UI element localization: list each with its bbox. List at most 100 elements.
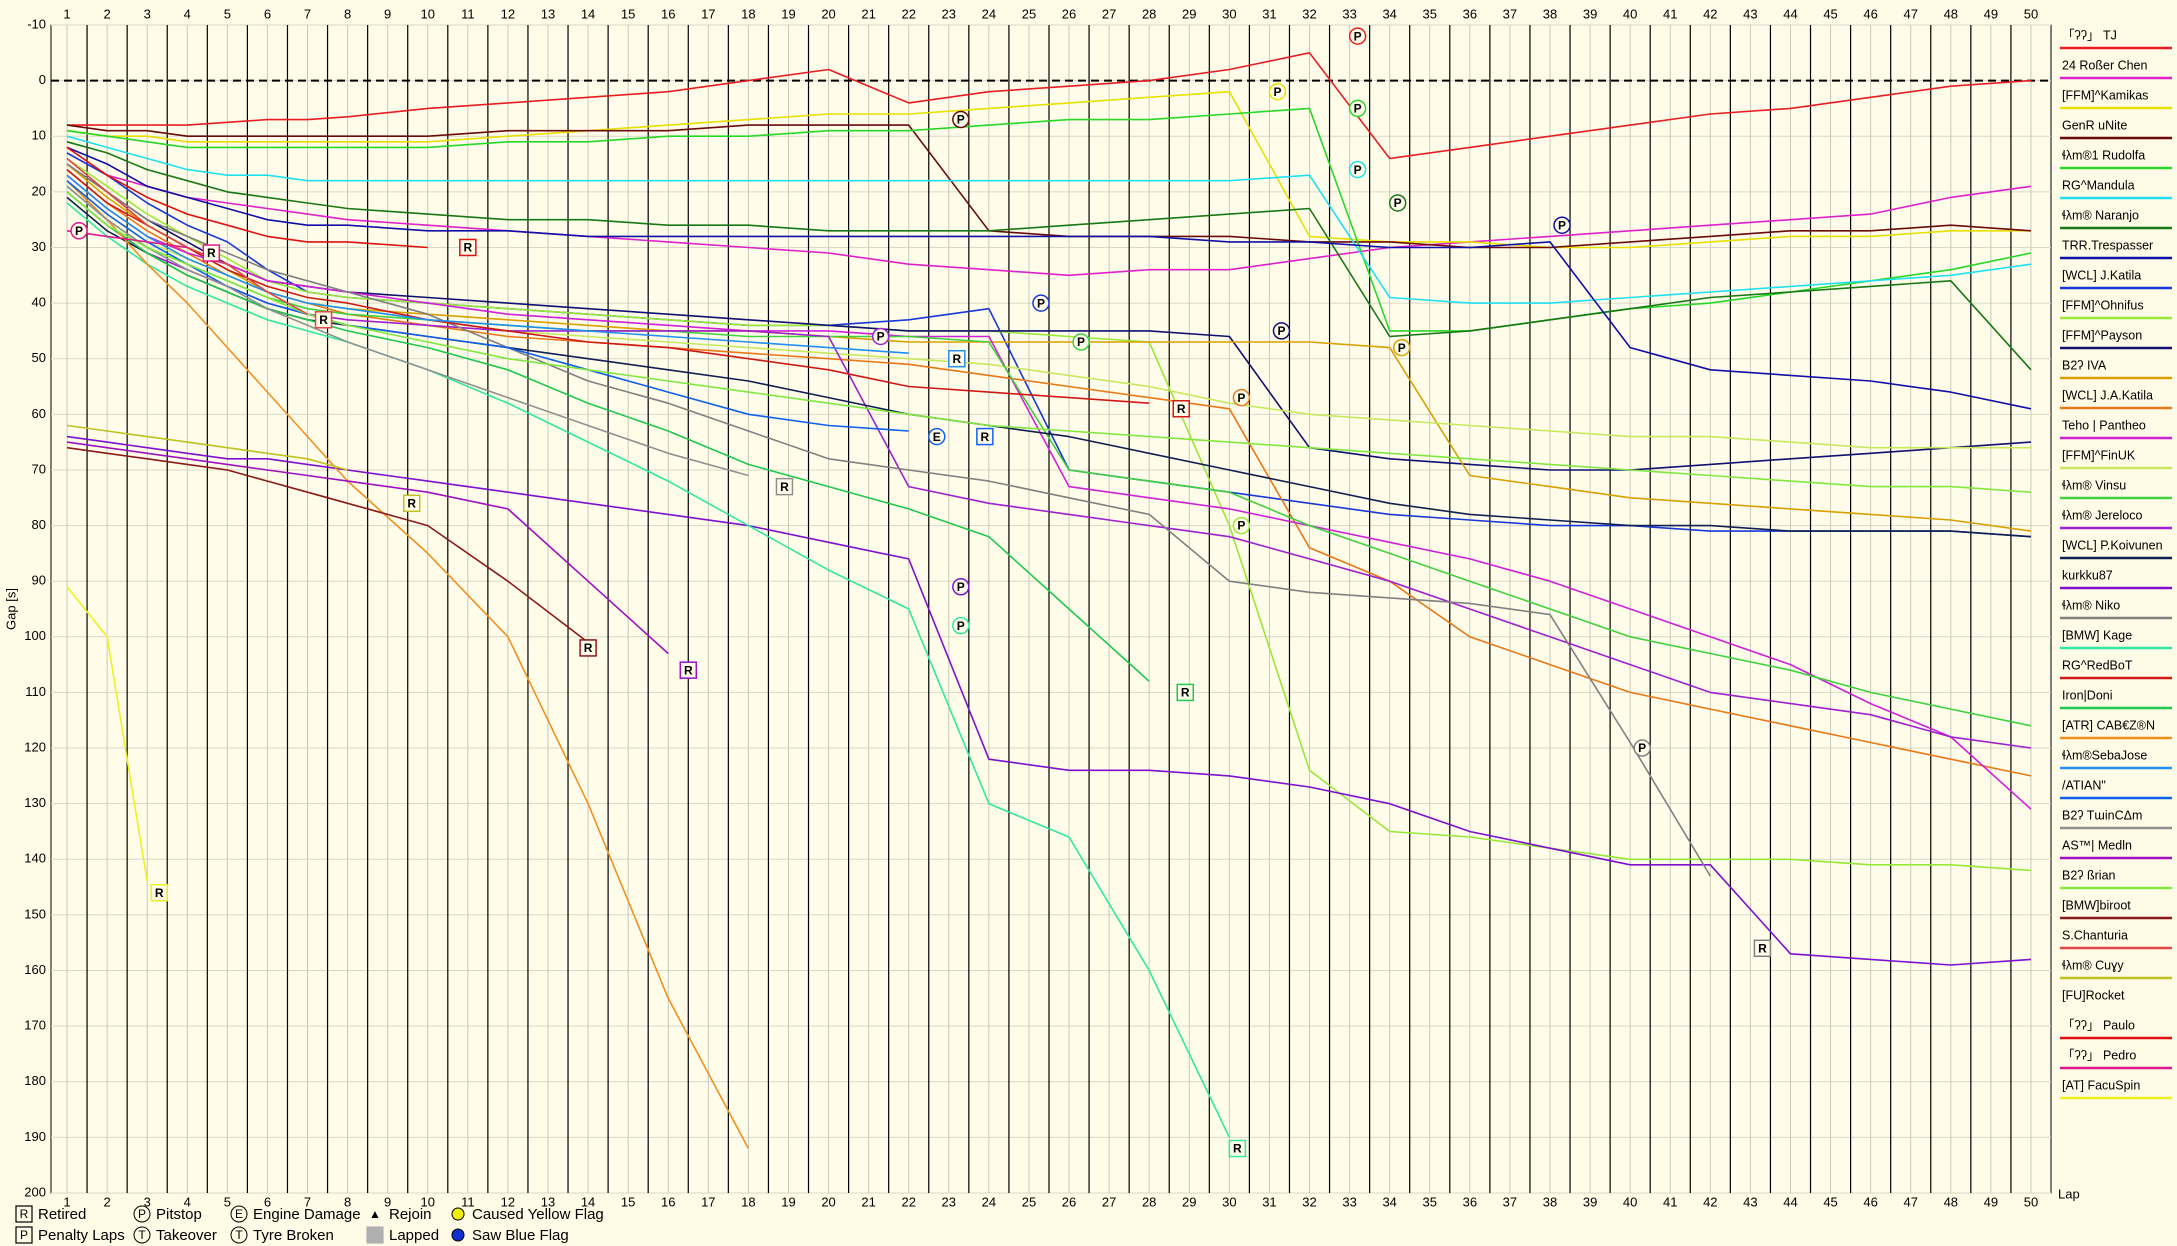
x-tick-label: 13 bbox=[541, 1194, 555, 1209]
lines bbox=[66, 52, 2032, 1149]
x-tick-label: 34 bbox=[1382, 1194, 1396, 1209]
x-tick-label: 21 bbox=[861, 1194, 875, 1209]
x-tick-label: 39 bbox=[1583, 1194, 1597, 1209]
x-tick-label: 11 bbox=[461, 1194, 475, 1209]
key-label: Rejoin bbox=[389, 1206, 432, 1223]
event-label: P bbox=[957, 113, 965, 127]
event-label: E bbox=[933, 430, 941, 444]
x-tick-label: 5 bbox=[224, 1194, 231, 1209]
x-tick-label: 27 bbox=[1102, 6, 1116, 21]
legend-label: ɬλm® Vinsu bbox=[2062, 478, 2126, 492]
x-tick-label: 22 bbox=[901, 6, 915, 21]
x-tick-label: 32 bbox=[1302, 1194, 1316, 1209]
x-tick-label: 41 bbox=[1663, 1194, 1677, 1209]
legend-label: [ATR] CAB€Z®N bbox=[2062, 718, 2155, 732]
series-line bbox=[66, 202, 1231, 1138]
event-label: P bbox=[1037, 296, 1045, 310]
event-marker: R bbox=[1176, 683, 1195, 702]
x-tick-label: 49 bbox=[1984, 6, 1998, 21]
event-box bbox=[579, 639, 597, 657]
y-tick-label: 20 bbox=[32, 183, 46, 198]
event-label: P bbox=[1237, 519, 1245, 533]
event-label: R bbox=[207, 246, 216, 260]
x-tick-label: 42 bbox=[1703, 6, 1717, 21]
event-marker: P bbox=[952, 616, 970, 635]
x-tick-label: 26 bbox=[1062, 1194, 1076, 1209]
event-marker: P bbox=[1392, 338, 1411, 357]
x-tick-label: 20 bbox=[821, 1194, 835, 1209]
x-tick-label: 23 bbox=[942, 1194, 956, 1209]
event-label: R bbox=[407, 496, 416, 510]
x-tick-label: 16 bbox=[661, 1194, 675, 1209]
event-label: P bbox=[1558, 218, 1566, 232]
event-circle bbox=[1348, 27, 1367, 45]
event-marker: P bbox=[1232, 516, 1251, 535]
x-tick-label: 22 bbox=[901, 1194, 915, 1209]
y-tick-label: 70 bbox=[32, 461, 46, 476]
legend-label: B2ʔ IVA bbox=[2062, 358, 2107, 372]
legend-label: S.Chanturia bbox=[2062, 928, 2128, 942]
event-marker: R bbox=[402, 494, 421, 513]
x-tick-label: 25 bbox=[1022, 6, 1036, 21]
series-line bbox=[66, 152, 2032, 277]
event-marker: P bbox=[1032, 294, 1050, 312]
x-tick-label: 50 bbox=[2024, 1194, 2038, 1209]
x-tick-label: 49 bbox=[1984, 1194, 1998, 1209]
legend-label: 「ʔʔ」 Paulo bbox=[2062, 1018, 2135, 1032]
series-line bbox=[66, 135, 2032, 304]
axes: -100102030405060708090100110120130140150… bbox=[24, 6, 2038, 1209]
event-circle bbox=[1232, 388, 1251, 407]
series-line bbox=[67, 52, 2032, 160]
x-tick-label: 47 bbox=[1903, 1194, 1917, 1209]
key-icon bbox=[133, 1226, 151, 1244]
event-circle bbox=[70, 222, 88, 240]
event-label: P bbox=[1398, 341, 1406, 355]
legend-label: 「ʔʔ」 Pedro bbox=[2062, 1048, 2136, 1062]
x-tick-label: 31 bbox=[1262, 6, 1276, 21]
legend-label: 「ʔʔ」 TJ bbox=[2062, 28, 2117, 42]
series-line bbox=[66, 124, 2032, 249]
event-label: P bbox=[957, 619, 965, 633]
key-icon-label: P bbox=[20, 1228, 28, 1242]
x-tick-label: 45 bbox=[1823, 6, 1837, 21]
event-marker: P bbox=[952, 578, 970, 596]
event-label: P bbox=[1077, 335, 1085, 349]
legend-label: AS™| Medln bbox=[2062, 838, 2132, 852]
y-tick-label: 90 bbox=[32, 573, 46, 588]
x-tick-label: 37 bbox=[1503, 1194, 1517, 1209]
x-tick-label: 11 bbox=[461, 6, 475, 21]
series-line bbox=[66, 107, 2032, 332]
x-tick-label: 4 bbox=[184, 1194, 191, 1209]
event-label: P bbox=[1273, 85, 1281, 99]
x-tick-label: 1 bbox=[63, 6, 70, 21]
series-line bbox=[66, 163, 1711, 877]
event-label: P bbox=[1638, 741, 1646, 755]
x-tick-label: 9 bbox=[384, 6, 391, 21]
x-tick-label: 7 bbox=[304, 1194, 311, 1209]
key-icon-label: T bbox=[138, 1228, 146, 1242]
legend-label: B2ʔ TɯinCΔm bbox=[2062, 808, 2142, 822]
x-tick-label: 9 bbox=[384, 1194, 391, 1209]
series-line bbox=[66, 146, 2032, 410]
event-marker: P bbox=[1633, 739, 1651, 757]
y-tick-label: 170 bbox=[24, 1018, 46, 1033]
key: R Retired P Pitstop E Engine Damage ▲ Rejoin Cau… bbox=[15, 1205, 604, 1244]
x-tick-label: 38 bbox=[1543, 6, 1557, 21]
x-tick-label: 5 bbox=[224, 6, 231, 21]
event-label: R bbox=[1233, 1142, 1242, 1156]
x-tick-label: 30 bbox=[1222, 6, 1236, 21]
x-tick-label: 48 bbox=[1944, 6, 1958, 21]
legend-label: /ATIAN" bbox=[2062, 778, 2106, 792]
legend-label: [AT] FacuSpin bbox=[2062, 1078, 2140, 1092]
key-label: Lapped bbox=[389, 1227, 439, 1244]
series-line bbox=[66, 163, 2032, 532]
x-tick-label: 42 bbox=[1703, 1194, 1717, 1209]
event-label: R bbox=[319, 313, 328, 327]
event-box bbox=[150, 883, 168, 902]
x-tick-label: 28 bbox=[1142, 6, 1156, 21]
event-circle bbox=[1633, 739, 1651, 757]
y-tick-label: 110 bbox=[25, 684, 46, 699]
event-marker: R bbox=[1172, 400, 1191, 418]
x-tick-label: 10 bbox=[421, 1194, 435, 1209]
x-tick-label: 8 bbox=[344, 1194, 351, 1209]
